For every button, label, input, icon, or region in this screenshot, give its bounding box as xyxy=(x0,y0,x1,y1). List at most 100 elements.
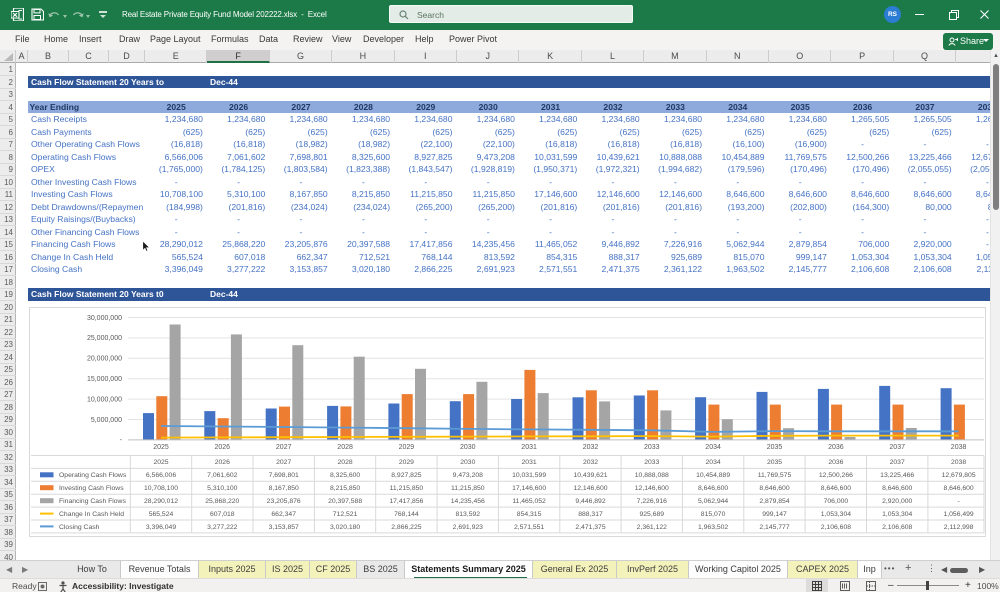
svg-text:2032: 2032 xyxy=(583,459,598,466)
svg-text:2027: 2027 xyxy=(276,444,292,451)
svg-text:8,646,600: 8,646,600 xyxy=(759,485,789,492)
svg-text:2029: 2029 xyxy=(399,444,415,451)
svg-text:2031: 2031 xyxy=(522,459,537,466)
svg-text:2035: 2035 xyxy=(767,459,782,466)
svg-text:12,146,600: 12,146,600 xyxy=(635,485,669,492)
svg-text:7,061,602: 7,061,602 xyxy=(207,472,237,479)
svg-text:8,325,600: 8,325,600 xyxy=(330,472,360,479)
svg-text:11,465,052: 11,465,052 xyxy=(512,498,546,505)
svg-text:8,215,850: 8,215,850 xyxy=(330,485,360,492)
svg-text:888,317: 888,317 xyxy=(578,511,603,518)
svg-text:3,277,222: 3,277,222 xyxy=(207,524,237,531)
svg-text:8,646,600: 8,646,600 xyxy=(943,485,973,492)
svg-text:999,147: 999,147 xyxy=(762,511,787,518)
svg-text:2036: 2036 xyxy=(828,444,844,451)
svg-text:2028: 2028 xyxy=(337,444,353,451)
svg-text:12,679,805: 12,679,805 xyxy=(942,472,976,479)
svg-text:2038: 2038 xyxy=(951,459,966,466)
svg-text:1,053,304: 1,053,304 xyxy=(882,511,912,518)
svg-text:3,153,857: 3,153,857 xyxy=(269,524,299,531)
svg-text:3,396,049: 3,396,049 xyxy=(146,524,176,531)
svg-text:2,866,225: 2,866,225 xyxy=(391,524,421,531)
svg-text:7,226,916: 7,226,916 xyxy=(637,498,667,505)
svg-text:2032: 2032 xyxy=(583,444,599,451)
svg-text:10,000,000: 10,000,000 xyxy=(87,396,122,403)
svg-text:1,056,499: 1,056,499 xyxy=(943,511,973,518)
svg-text:8,646,600: 8,646,600 xyxy=(821,485,851,492)
svg-text:10,454,889: 10,454,889 xyxy=(696,472,730,479)
svg-text:11,769,575: 11,769,575 xyxy=(758,472,792,479)
svg-text:Change In Cash Held: Change In Cash Held xyxy=(59,511,124,518)
svg-text:10,031,599: 10,031,599 xyxy=(512,472,546,479)
svg-text:2027: 2027 xyxy=(276,459,291,466)
svg-text:2026: 2026 xyxy=(215,459,230,466)
svg-text:11,215,850: 11,215,850 xyxy=(451,485,485,492)
svg-text:2028: 2028 xyxy=(338,459,353,466)
svg-text:25,868,220: 25,868,220 xyxy=(205,498,239,505)
svg-text:28,290,012: 28,290,012 xyxy=(144,498,178,505)
svg-text:2033: 2033 xyxy=(644,444,660,451)
svg-text:607,018: 607,018 xyxy=(210,511,235,518)
svg-text:17,417,856: 17,417,856 xyxy=(389,498,423,505)
svg-text:Closing Cash: Closing Cash xyxy=(59,524,100,531)
svg-text:10,708,100: 10,708,100 xyxy=(144,485,178,492)
svg-text:706,000: 706,000 xyxy=(824,498,849,505)
svg-text:Financing Cash Flows: Financing Cash Flows xyxy=(59,498,126,505)
svg-text:2,879,854: 2,879,854 xyxy=(759,498,789,505)
svg-text:2025: 2025 xyxy=(153,459,168,466)
svg-text:Investing Cash Flows: Investing Cash Flows xyxy=(59,485,124,492)
svg-text:2,106,608: 2,106,608 xyxy=(882,524,912,531)
svg-text:2,112,998: 2,112,998 xyxy=(944,524,974,531)
svg-text:23,205,876: 23,205,876 xyxy=(267,498,301,505)
svg-text:12,500,266: 12,500,266 xyxy=(819,472,853,479)
svg-text:2,471,375: 2,471,375 xyxy=(575,524,605,531)
svg-text:813,592: 813,592 xyxy=(456,511,481,518)
svg-text:17,146,600: 17,146,600 xyxy=(512,485,546,492)
svg-text:20,000,000: 20,000,000 xyxy=(87,356,122,363)
svg-text:2030: 2030 xyxy=(460,444,476,451)
svg-text:5,062,944: 5,062,944 xyxy=(698,498,728,505)
svg-text:2029: 2029 xyxy=(399,459,414,466)
svg-text:9,473,208: 9,473,208 xyxy=(453,472,483,479)
svg-text:10,439,621: 10,439,621 xyxy=(573,472,607,479)
svg-text:8,646,600: 8,646,600 xyxy=(698,485,728,492)
svg-text:5,310,100: 5,310,100 xyxy=(207,485,237,492)
svg-text:10,888,088: 10,888,088 xyxy=(635,472,669,479)
svg-text:20,397,588: 20,397,588 xyxy=(328,498,362,505)
svg-text:925,689: 925,689 xyxy=(640,511,665,518)
svg-text:2,691,923: 2,691,923 xyxy=(453,524,483,531)
svg-text:2031: 2031 xyxy=(521,444,537,451)
svg-text:8,927,825: 8,927,825 xyxy=(391,472,421,479)
svg-text:2,145,777: 2,145,777 xyxy=(759,524,789,531)
svg-text:2,920,000: 2,920,000 xyxy=(882,498,912,505)
svg-text:25,000,000: 25,000,000 xyxy=(87,335,122,342)
svg-text:2030: 2030 xyxy=(460,459,475,466)
svg-text:2,106,608: 2,106,608 xyxy=(821,524,851,531)
svg-text:11,215,850: 11,215,850 xyxy=(390,485,424,492)
svg-text:9,446,892: 9,446,892 xyxy=(575,498,605,505)
svg-text:2035: 2035 xyxy=(767,444,783,451)
svg-text:2036: 2036 xyxy=(828,459,843,466)
svg-text:854,315: 854,315 xyxy=(517,511,542,518)
svg-text:2033: 2033 xyxy=(644,459,659,466)
svg-text:2,361,122: 2,361,122 xyxy=(637,524,667,531)
svg-text:-: - xyxy=(957,498,959,505)
svg-text:-: - xyxy=(120,437,123,444)
svg-text:768,144: 768,144 xyxy=(394,511,419,518)
svg-text:2038: 2038 xyxy=(951,444,967,451)
svg-text:2025: 2025 xyxy=(153,444,169,451)
svg-text:6,566,006: 6,566,006 xyxy=(146,472,176,479)
svg-text:3,020,180: 3,020,180 xyxy=(330,524,360,531)
svg-text:5,000,000: 5,000,000 xyxy=(91,417,122,424)
svg-text:1,053,304: 1,053,304 xyxy=(821,511,851,518)
svg-text:14,235,456: 14,235,456 xyxy=(451,498,485,505)
svg-text:Operating Cash Flows: Operating Cash Flows xyxy=(59,472,127,479)
svg-text:15,000,000: 15,000,000 xyxy=(87,376,122,383)
svg-text:12,146,600: 12,146,600 xyxy=(573,485,607,492)
svg-text:815,070: 815,070 xyxy=(701,511,726,518)
svg-text:2026: 2026 xyxy=(215,444,231,451)
svg-text:30,000,000: 30,000,000 xyxy=(87,315,122,322)
svg-text:565,524: 565,524 xyxy=(149,511,174,518)
svg-text:7,698,801: 7,698,801 xyxy=(269,472,299,479)
svg-text:13,225,466: 13,225,466 xyxy=(880,472,914,479)
